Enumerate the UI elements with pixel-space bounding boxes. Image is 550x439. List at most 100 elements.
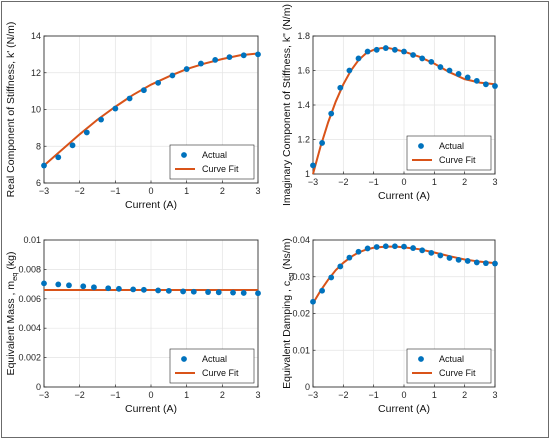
y-tick-label: 0.006 [18,294,41,304]
actual-data-point [66,282,72,289]
actual-data-point [455,71,462,77]
chart-m-eq: −3 −2 −1 0 1 2 3 0 0.002 0.004 0.006 0.008 0.01 Curre… [5,235,261,415]
legend: Actual Curve Fit [406,348,492,384]
chart-c-eq: −3 −2 −1 0 1 2 3 0 0.01 0.02 0.03 0.04 Current (A) Eq… [281,235,498,415]
x-tick-label: 2 [462,390,467,400]
actual-data-point [446,67,453,74]
actual-data-point [401,48,407,55]
y-axis-label-subscript: eq [10,273,19,281]
actual-data-point [230,289,236,296]
actual-data-point [401,243,407,250]
chart-k-imag: −3 −2 −1 0 1 2 3 1 1.2 1.4 1.6 1.8 Current (A) Imagin… [281,4,498,206]
legend-actual-marker [418,143,424,149]
actual-data-point [392,46,398,53]
legend-actual-label: Actual [439,354,464,364]
y-tick-label: 0.02 [292,309,310,319]
actual-data-point [310,298,316,305]
x-tick-label: −3 [39,186,49,196]
actual-data-point [319,140,325,146]
actual-data-point [346,254,353,261]
legend-fit-label: Curve Fit [202,164,239,174]
actual-data-point [364,245,371,252]
y-axis-label-main: Imaginary Component of Stiffness, k" (N/… [281,4,293,206]
actual-data-point [198,60,204,67]
actual-data-point [373,244,380,250]
x-tick-label: −3 [39,390,49,400]
y-tick-label: 0.03 [292,272,310,282]
actual-data-point [41,280,47,287]
actual-data-point [183,66,190,72]
x-tick-label: 2 [220,390,225,400]
actual-data-point [255,290,261,297]
y-tick-label: 1.6 [297,66,310,76]
x-tick-label: −2 [75,390,85,400]
y-tick-label: 6 [36,178,41,188]
actual-data-point [105,285,112,292]
x-axis-label: Current (A) [378,190,430,202]
actual-data-point [492,83,498,89]
actual-data-point [464,74,471,81]
legend-actual-label: Actual [202,354,227,364]
actual-data-point [437,252,444,259]
y-tick-label: 12 [31,68,41,78]
actual-data-point [337,263,344,270]
actual-data-point [428,58,435,65]
x-tick-label: 3 [492,390,497,400]
actual-data-point [226,54,233,61]
x-tick-label: 1 [184,186,189,196]
y-axis-label-unit: (Ns/m) [281,238,293,272]
actual-data-point [98,116,104,123]
y-axis-label-unit: (kg) [5,252,17,273]
actual-data-point [169,72,176,79]
x-tick-label: −1 [369,177,379,187]
x-axis-label: Current (A) [125,403,177,415]
x-tick-label: −3 [308,177,318,187]
actual-data-point [328,110,335,117]
x-axis-label: Current (A) [125,199,177,211]
actual-data-point [155,79,162,86]
x-tick-label: 3 [492,177,497,187]
actual-data-point [55,281,62,288]
y-tick-label: 0 [36,382,41,392]
y-tick-label: 8 [36,141,41,151]
x-tick-label: 3 [255,186,260,196]
y-axis-label-main: Equivalent Mass , m [5,281,17,376]
actual-data-point [473,259,480,266]
y-tick-label: 0.002 [18,353,41,363]
actual-data-point [492,260,498,267]
actual-data-point [155,287,162,294]
actual-data-point [69,142,76,149]
x-tick-label: 2 [220,186,225,196]
actual-data-point [483,260,489,267]
y-tick-label: 0 [305,382,310,392]
x-tick-label: −3 [308,390,318,400]
actual-data-point [355,55,362,62]
y-axis-label: Equivalent Mass , meq (kg) [5,252,19,376]
actual-data-point [240,52,247,59]
y-tick-label: 0.008 [18,264,41,274]
x-tick-label: 0 [148,186,153,196]
actual-data-point [455,256,462,263]
x-tick-label: −2 [338,390,348,400]
y-axis-label-main: Equivalent Damping , c [281,281,293,389]
actual-data-point [355,248,362,255]
y-tick-label: 0.01 [23,235,41,245]
actual-data-point [337,84,344,91]
actual-data-point [364,48,371,55]
actual-data-point [212,56,219,63]
x-tick-label: 0 [401,177,406,187]
x-tick-label: −2 [75,186,85,196]
legend-actual-marker [418,356,424,362]
actual-data-point [130,286,137,293]
x-tick-label: −1 [369,390,379,400]
legend-actual-label: Actual [439,141,464,151]
actual-data-point [240,290,247,296]
curve-fit-line [43,52,259,167]
actual-data-point [437,64,444,70]
legend-fit-label: Curve Fit [439,155,476,165]
actual-data-point [483,81,489,88]
legend-box [169,348,255,384]
actual-data-point [91,284,97,291]
